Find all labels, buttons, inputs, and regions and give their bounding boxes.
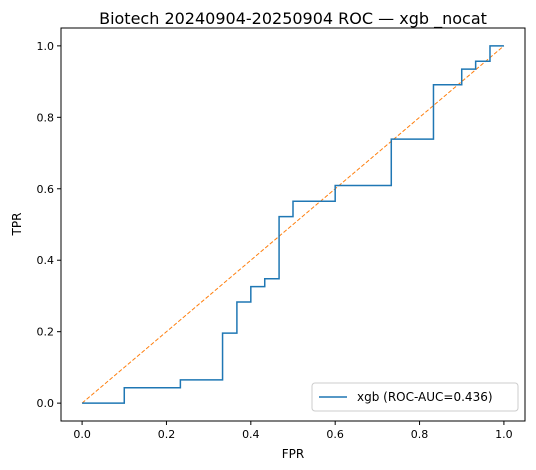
legend-box bbox=[311, 382, 519, 412]
x-tick-label: 0.8 bbox=[411, 428, 429, 441]
roc-curve-xgb bbox=[82, 45, 504, 404]
y-tick-label: 0.2 bbox=[37, 326, 55, 339]
y-tick-label: 0.6 bbox=[37, 183, 55, 196]
plot-frame bbox=[60, 27, 526, 422]
x-tick-label: 1.0 bbox=[495, 428, 513, 441]
legend-label-xgb: xgb (ROC-AUC=0.436) bbox=[357, 390, 493, 404]
y-axis-label: TPR bbox=[10, 213, 24, 237]
x-tick-label: 0.0 bbox=[73, 428, 91, 441]
y-tick-label: 1.0 bbox=[37, 40, 55, 53]
x-axis-label: FPR bbox=[282, 447, 304, 461]
chance-diagonal-line bbox=[81, 45, 505, 404]
y-tick-label: 0.4 bbox=[37, 254, 55, 267]
chart-title: Biotech 20240904-20250904 ROC — xgb _noc… bbox=[99, 9, 487, 29]
y-tick-label: 0.0 bbox=[37, 397, 55, 410]
x-tick-label: 0.6 bbox=[326, 428, 344, 441]
legend: xgb (ROC-AUC=0.436) bbox=[311, 382, 519, 412]
x-tick-label: 0.2 bbox=[158, 428, 176, 441]
x-tick-label: 0.4 bbox=[242, 428, 260, 441]
y-tick-label: 0.8 bbox=[37, 111, 55, 124]
